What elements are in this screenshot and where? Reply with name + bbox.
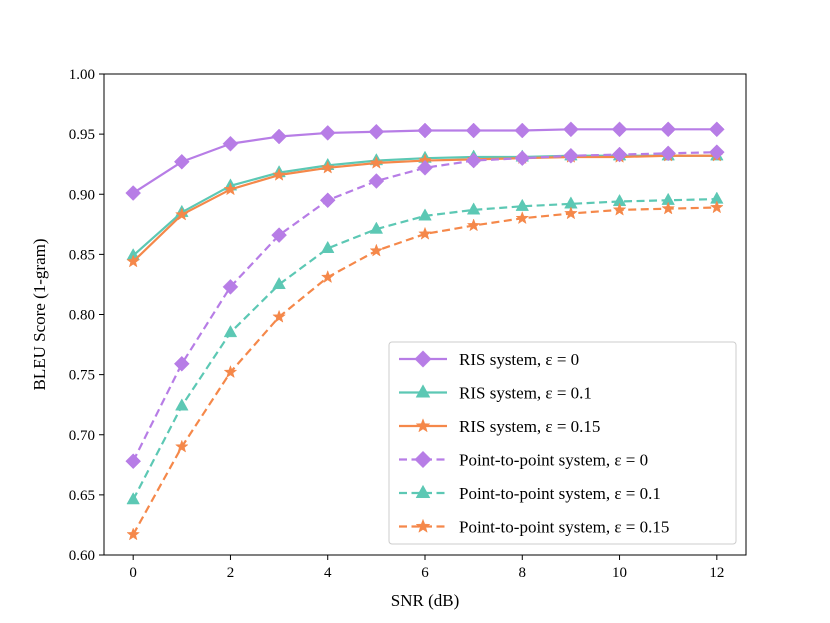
data-point [319,125,336,141]
legend: RIS system, ε = 0 RIS system, ε = 0.1 RIS … [388,341,737,545]
data-point [222,278,239,295]
data-point [223,364,238,379]
plot-area [125,121,725,541]
data-point [418,226,432,240]
data-point [272,276,286,290]
legend-label: Point-to-point system, ε = 0.15 [459,518,669,537]
legend-marker [415,418,431,433]
data-point [515,211,530,225]
data-point [368,173,385,189]
legend-entry-5: Point-to-point system, ε = 0.1 [399,484,661,503]
data-point [564,206,578,220]
data-point [173,355,190,372]
data-point [708,121,725,138]
data-point [466,202,481,215]
legend-marker [415,518,431,533]
x-tick-label: 12 [709,565,724,581]
data-point [126,527,141,541]
data-point [222,135,239,152]
data-point [465,152,482,169]
data-point [126,254,141,268]
x-tick-label: 8 [519,565,527,581]
legend-marker [414,450,432,469]
legend-entry-2: RIS system, ε = 0.1 [399,384,592,403]
data-point [660,145,677,162]
data-point [417,159,433,176]
data-point [661,201,676,215]
data-point [320,269,335,284]
data-point [126,492,140,505]
y-tick-label: 0.90 [69,187,95,203]
data-point [125,185,142,201]
data-point [612,202,627,216]
data-point [321,240,335,253]
x-tick-label: 10 [612,565,627,581]
data-point [368,123,385,140]
x-tick-label: 2 [227,565,235,581]
data-point [369,243,384,257]
data-point [223,182,238,196]
data-point [611,121,628,138]
legend-label: RIS system, ε = 0.1 [459,384,592,403]
legend-entry-4: Point-to-point system, ε = 0 [399,451,648,470]
legend-box [388,341,737,545]
x-tick-label: 6 [421,565,429,581]
legend-marker [415,384,431,398]
data-point [418,208,432,221]
legend-label: Point-to-point system, ε = 0 [459,451,648,470]
data-point [174,207,189,221]
y-tick-label: 1.00 [69,67,95,83]
x-axis-title: SNR (dB) [391,591,459,610]
y-tick-label: 0.80 [69,308,95,324]
data-point [563,147,579,164]
data-point [514,150,531,167]
y-axis-title: BLEU Score (1-gram) [30,238,49,390]
data-point [271,128,287,145]
series-5 [126,191,724,505]
data-point [174,439,189,453]
data-point [320,160,335,174]
legend-marker [415,484,431,499]
legend-marker [414,350,432,368]
data-point [563,121,579,138]
data-point [125,453,142,470]
data-point [223,325,238,338]
y-tick-label: 0.70 [69,428,95,444]
legend-label: RIS system, ε = 0.15 [459,417,600,436]
x-tick-label: 0 [129,565,137,581]
data-point [369,155,384,169]
legend-entry-3: RIS system, ε = 0.15 [399,417,600,436]
data-point [660,121,677,138]
data-point [319,192,336,209]
y-tick-label: 0.65 [69,488,95,504]
data-point [417,122,433,139]
data-point [514,122,531,139]
data-point [271,227,287,243]
legend-label: RIS system, ε = 0 [459,350,579,369]
data-point [515,198,529,211]
data-point [466,218,481,232]
data-point [709,200,724,214]
series-1 [125,121,725,201]
legend-entry-6: Point-to-point system, ε = 0.15 [399,518,669,537]
series-6 [126,200,724,541]
y-tick-label: 0.95 [69,127,95,143]
x-tick-label: 4 [324,565,332,581]
data-point [272,167,286,181]
y-tick-label: 0.85 [69,247,95,263]
data-point [173,153,190,170]
data-point [465,122,482,139]
axes: 0 2 4 6 8 10 12 0.60 0.65 0.70 0.75 0.80 0.85 0.90 0.9… [69,67,747,581]
legend-entry-1: RIS system, ε = 0 [399,350,579,369]
data-point [611,146,628,163]
series-4 [125,144,725,470]
legend-label: Point-to-point system, ε = 0.1 [459,484,661,503]
data-point [369,221,384,234]
data-point [175,398,189,411]
data-point [272,309,286,323]
y-tick-label: 0.60 [69,548,95,564]
data-point [708,144,725,161]
y-tick-label: 0.75 [69,368,95,384]
